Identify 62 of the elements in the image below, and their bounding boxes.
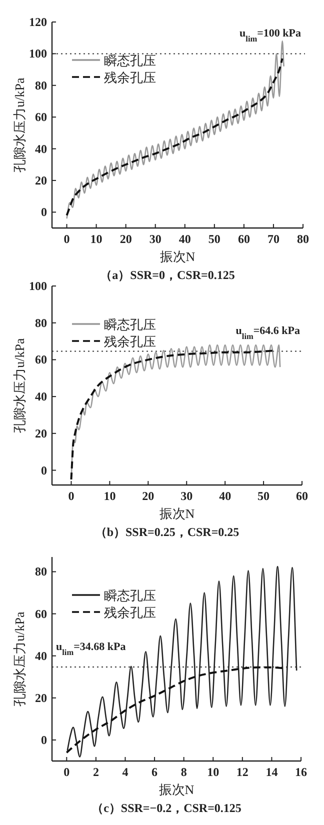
y-tick-label: 100 [29,279,47,293]
y-tick-label: 80 [35,564,47,579]
legend-label: 残余孔压 [104,605,156,620]
x-tick-label: 60 [296,489,308,503]
x-tick-label: 14 [266,765,278,779]
y-tick-label: 40 [35,648,47,663]
x-tick-label: 16 [295,765,307,779]
x-tick-label: 10 [104,489,116,503]
y-tick-label: 0 [41,732,47,747]
legend-label: 瞬态孔压 [104,53,156,68]
legend-label: 残余孔压 [104,334,156,349]
x-tick-label: 70 [267,232,280,246]
legend-label: 残余孔压 [104,70,156,85]
y-tick-label: 60 [35,606,47,621]
text: （a）SSR=0，CSR=0.125 [100,268,235,282]
x-tick-label: 20 [142,489,154,503]
x-tick-label: 0 [64,232,70,246]
x-axis-title: 振次N [160,249,196,264]
x-tick-label: 40 [178,232,191,246]
ref-line-label: u$_{lim}$=34.68 kPa [56,641,126,657]
ref-line-label: u$_{lim}$=100 kPa [240,28,302,44]
y-tick-label: 20 [35,173,47,188]
y-tick-label: 80 [35,316,47,330]
y-tick-label: 40 [35,390,47,404]
x-tick-label: 50 [258,489,270,503]
x-tick-label: 0 [68,489,74,503]
x-tick-label: 6 [152,765,158,779]
x-tick-label: 10 [90,232,102,246]
x-tick-label: 4 [122,765,128,779]
x-tick-label: 80 [297,232,309,246]
x-tick-label: 0 [64,765,70,779]
text: （c）SSR=−0.2，CSR=0.125 [92,801,242,815]
line-series [66,666,288,754]
x-tick-label: 30 [180,489,193,503]
x-tick-label: 60 [238,232,250,246]
y-tick-label: 0 [41,205,47,220]
x-tick-label: 30 [149,232,162,246]
x-tick-label: 50 [208,232,220,246]
x-axis-title: 振次N [158,782,195,797]
y-tick-label: 0 [41,463,47,478]
y-tick-label: 40 [35,142,47,156]
x-tick-label: 12 [236,765,248,779]
x-tick-label: 8 [180,765,187,779]
y-tick-label: 120 [29,15,47,29]
y-tick-label: 60 [35,110,47,124]
y-tick-label: 20 [35,690,47,705]
legend-label: 瞬态孔压 [104,588,156,603]
x-tick-label: 10 [207,765,220,779]
x-tick-label: 2 [92,765,99,779]
y-axis-title: 孔隙水压力u/kPa [12,611,27,706]
legend-label: 瞬态孔压 [104,317,156,332]
y-tick-label: 100 [29,46,47,61]
text: （b）SSR=0.25，CSR=0.25 [94,525,240,539]
x-axis-title: 振次N [159,506,196,521]
y-axis-title: 孔隙水压力u/kPa [12,338,27,433]
y-tick-label: 20 [35,426,47,440]
x-tick-label: 20 [120,232,132,246]
x-tick-label: 40 [219,489,232,503]
y-axis-title: 孔隙水压力u/kPa [12,77,27,172]
ref-line-label: u$_{lim}$=64.6 kPa [236,325,300,341]
y-tick-label: 60 [35,352,47,367]
y-tick-label: 80 [35,78,47,92]
